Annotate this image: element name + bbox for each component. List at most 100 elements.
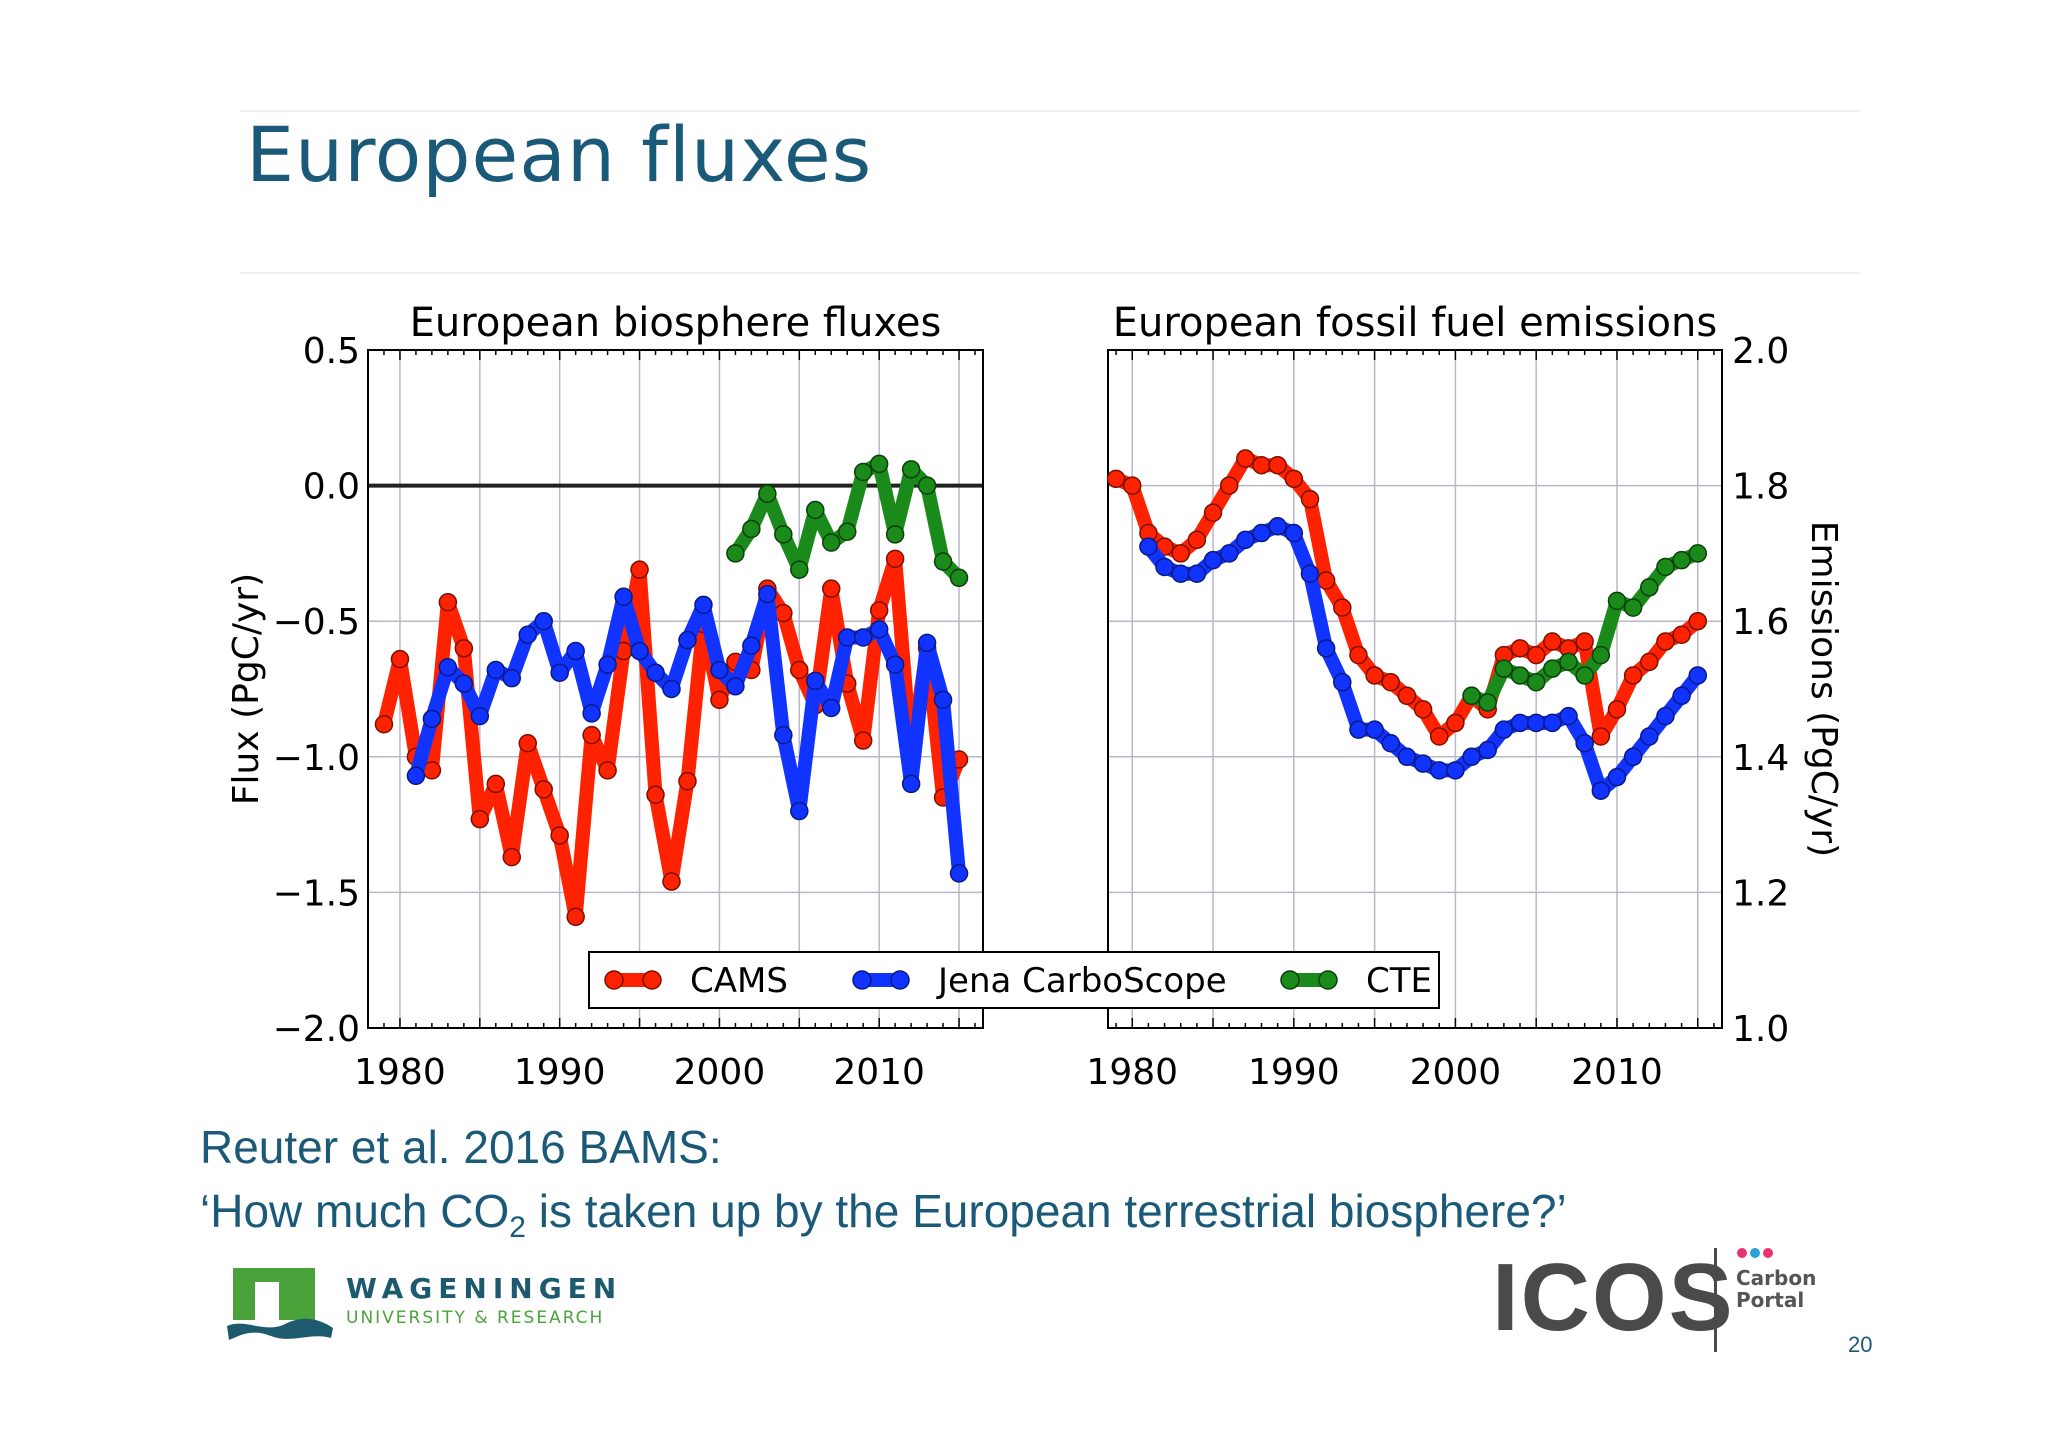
icos-logo-text: ICOS [1492, 1244, 1735, 1351]
data-point [1187, 564, 1207, 583]
data-point [1106, 469, 1126, 489]
data-point [1252, 456, 1271, 475]
data-point [1413, 700, 1433, 719]
data-point [1526, 645, 1546, 665]
data-point [790, 560, 809, 579]
data-point [1316, 571, 1336, 590]
data-point [1203, 550, 1223, 570]
series-cams [374, 549, 969, 927]
panel-2: 1980 1990 2000 2010 2.0 1.8 1.6 1.4 1.2 1.0 Europe… [1086, 300, 1844, 1093]
data-point [901, 460, 921, 479]
data-point [1543, 632, 1562, 651]
data-point [853, 731, 873, 750]
y-tick-label: 1.6 [1732, 602, 1789, 643]
data-point [454, 639, 474, 658]
data-point [869, 620, 889, 639]
data-point [1656, 706, 1675, 726]
data-point [1672, 686, 1691, 706]
data-point [1478, 740, 1497, 760]
y-tick-label: 0.5 [303, 331, 360, 372]
data-point [1203, 503, 1223, 522]
data-point [374, 715, 394, 734]
data-point [1268, 456, 1287, 475]
data-point [726, 544, 745, 563]
data-point [1672, 550, 1691, 570]
x-tick-label: 1990 [514, 1052, 606, 1093]
y-tick-label: −2.0 [273, 1009, 360, 1050]
data-point [1607, 767, 1627, 787]
legend-swatch-point [642, 970, 662, 990]
legend-swatch-point [890, 970, 910, 990]
legend-item: CTE [1280, 961, 1432, 1001]
x-tick-label: 1990 [1248, 1052, 1340, 1093]
series-cte [1462, 544, 1708, 712]
data-point [1413, 754, 1433, 773]
data-point [662, 679, 681, 699]
data-point [470, 809, 490, 829]
data-point [853, 628, 873, 647]
data-point [885, 549, 905, 569]
data-point [1543, 659, 1562, 678]
series-jena-carboscope [406, 584, 969, 883]
y-tick-label: 1.8 [1732, 467, 1789, 508]
data-point [1591, 645, 1611, 665]
data-point [598, 655, 617, 674]
data-point [885, 525, 905, 544]
data-point [502, 668, 522, 688]
caption-question-sub: 2 [509, 1211, 526, 1244]
legend-item: Jena CarboScope [852, 961, 1227, 1001]
data-point [1591, 781, 1611, 800]
data-point [1300, 489, 1320, 509]
data-point [550, 663, 569, 682]
data-point [1688, 544, 1708, 563]
x-tick-label: 1980 [1086, 1052, 1178, 1093]
x-tick-label: 2000 [1410, 1052, 1502, 1093]
x-tick-label: 2010 [833, 1052, 925, 1093]
data-point [582, 704, 601, 723]
data-point [933, 690, 953, 710]
data-point [1543, 713, 1562, 733]
data-point [821, 533, 841, 552]
data-point [837, 522, 857, 541]
data-point [1640, 578, 1659, 597]
data-point [790, 801, 809, 821]
data-point [1607, 700, 1627, 719]
data-point [1623, 598, 1643, 617]
data-point [1349, 720, 1368, 739]
data-point [869, 601, 889, 620]
data-point [582, 725, 601, 745]
legend-item: CAMS [604, 961, 788, 1001]
y-axis-label: Emissions (PgC/yr) [1803, 521, 1844, 857]
data-point [1236, 530, 1255, 550]
data-point [1381, 733, 1401, 753]
legend-swatch-point [1280, 970, 1300, 990]
data-point [438, 658, 458, 677]
data-point [917, 633, 937, 653]
data-point [534, 611, 553, 631]
data-point [502, 847, 522, 867]
data-point [790, 660, 809, 680]
icos-divider [1714, 1248, 1717, 1352]
data-point [1494, 659, 1514, 678]
data-point [1429, 727, 1449, 746]
data-point [454, 674, 474, 693]
series-jena-carboscope [1139, 517, 1708, 800]
y-tick-label: 1.0 [1732, 1009, 1789, 1050]
data-point [1139, 537, 1158, 556]
legend-label: CTE [1366, 961, 1432, 1001]
data-point [774, 725, 793, 745]
data-point [614, 587, 633, 607]
data-point [1333, 672, 1352, 692]
data-point [1252, 523, 1271, 543]
data-point [1381, 672, 1401, 692]
wur-name: WAGENINGEN [346, 1272, 623, 1305]
data-point [1429, 761, 1449, 780]
chart-title: European biosphere fluxes [410, 300, 942, 346]
data-point [1236, 449, 1255, 468]
data-point [1268, 517, 1287, 536]
title-top-rule [240, 110, 1860, 112]
title-bottom-rule [240, 272, 1860, 274]
data-point [662, 872, 681, 891]
data-point [1478, 693, 1497, 712]
data-point [1623, 666, 1643, 685]
